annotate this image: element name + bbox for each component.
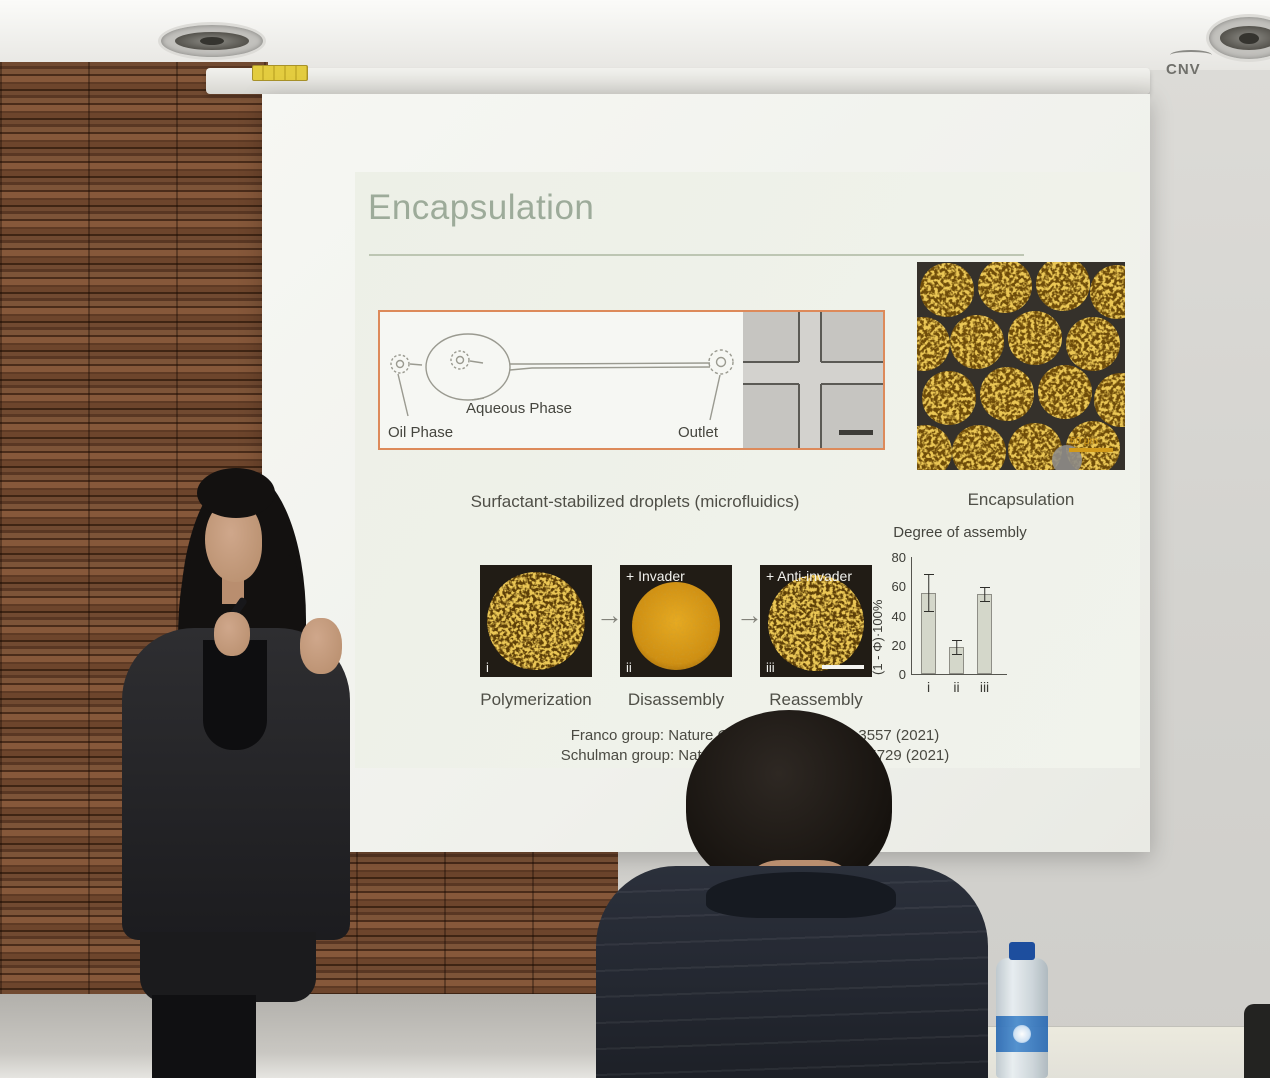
presenter-hair-fringe [197, 468, 275, 518]
anti-invader-overlay-label: + Anti-invader [766, 568, 852, 584]
slide-title: Encapsulation [368, 188, 595, 227]
audience-jacket-collar [706, 872, 896, 918]
presenter-left-hand [300, 618, 342, 674]
micrograph-index: iii [766, 660, 775, 675]
ceiling-light-right [1206, 14, 1270, 62]
error-bar [951, 640, 962, 655]
oil-phase-label: Oil Phase [388, 424, 454, 441]
chart-bars: i ii iii [912, 557, 1007, 695]
y-tick-label: 60 [891, 579, 906, 595]
bar-group: iii [977, 557, 992, 695]
bar-group: ii [949, 557, 964, 695]
x-tick-label: i [926, 679, 931, 695]
micrograph-index: ii [626, 660, 632, 675]
micrograph-polymerization: i [480, 565, 592, 677]
presenter-legs [152, 995, 256, 1078]
microfluidics-schematic-drawing [390, 333, 734, 421]
logo-swoosh-icon [1170, 50, 1212, 60]
corner-person [1244, 1004, 1270, 1078]
y-tick-label: 20 [891, 637, 906, 653]
error-bar [979, 586, 990, 602]
presenter-shirt [203, 640, 267, 750]
presenter-right-hand [214, 612, 250, 656]
warning-sticker [252, 65, 308, 81]
x-tick-label: ii [953, 679, 960, 695]
arrow-right-icon: → [596, 600, 623, 630]
bar-group: i [921, 557, 936, 695]
ceiling-light-core [1239, 32, 1259, 44]
disassembly-label: Disassembly [627, 690, 725, 709]
micrograph-iii-image [760, 565, 872, 677]
chart-title: Degree of assembly [893, 524, 1027, 541]
wall-logo: CNV [1166, 50, 1212, 78]
presenter-hips [140, 932, 316, 1002]
floor-left [0, 994, 620, 1078]
slide-title-underline [369, 254, 1024, 256]
table-right [935, 1026, 1270, 1078]
bottle-cap [1009, 942, 1035, 960]
bar [977, 594, 992, 674]
micrograph-reassembly: + Anti-invader iii [760, 565, 872, 677]
invader-overlay-label: + Invader [626, 568, 685, 584]
slide: Encapsulation [355, 172, 1140, 768]
reassembly-label: Reassembly [769, 690, 863, 709]
chart-y-ticks: 80 60 40 20 0 [887, 550, 911, 682]
bottle-label [996, 1016, 1048, 1052]
presenter-neck [222, 578, 244, 604]
micrograph-index: i [486, 660, 489, 675]
wall-logo-text: CNV [1166, 61, 1201, 78]
chart-plot-area: i ii iii [911, 557, 1007, 695]
ceiling-light-left [158, 22, 266, 60]
error-bar [923, 573, 934, 613]
droplets-caption: Surfactant-stabilized droplets (microflu… [470, 492, 800, 511]
y-tick-label: 40 [891, 608, 906, 624]
arrow-right-icon: → [736, 600, 763, 630]
outlet-label: Outlet [678, 424, 719, 441]
bottle-body [996, 958, 1048, 1078]
microfluidics-schematic-box: Oil Phase Aqueous Phase Outlet [378, 310, 885, 450]
ceiling-light-core [199, 37, 225, 46]
encapsulation-micrograph: 50 μm [917, 262, 1125, 470]
micrograph-ii-image [620, 565, 732, 677]
junction-micrograph [743, 312, 883, 448]
scalebar [822, 665, 864, 669]
degree-of-assembly-chart: Degree of assembly (1 - Φ)·100% 80 60 40 20… [870, 524, 1050, 710]
droplets-scalebar-label: 50 μm [1070, 436, 1098, 447]
projector-screen-housing [206, 65, 1150, 94]
y-tick-label: 80 [891, 550, 906, 565]
micrograph-i-image [480, 565, 592, 677]
x-tick-label: iii [979, 679, 990, 695]
micrograph-disassembly: + Invader ii [620, 565, 732, 677]
y-tick-label: 0 [898, 667, 906, 682]
aqueous-phase-label: Aqueous Phase [466, 400, 572, 417]
chart-y-axis-label: (1 - Φ)·100% [870, 599, 885, 675]
polymerization-label: Polymerization [480, 690, 592, 709]
encapsulation-caption: Encapsulation [967, 490, 1075, 509]
